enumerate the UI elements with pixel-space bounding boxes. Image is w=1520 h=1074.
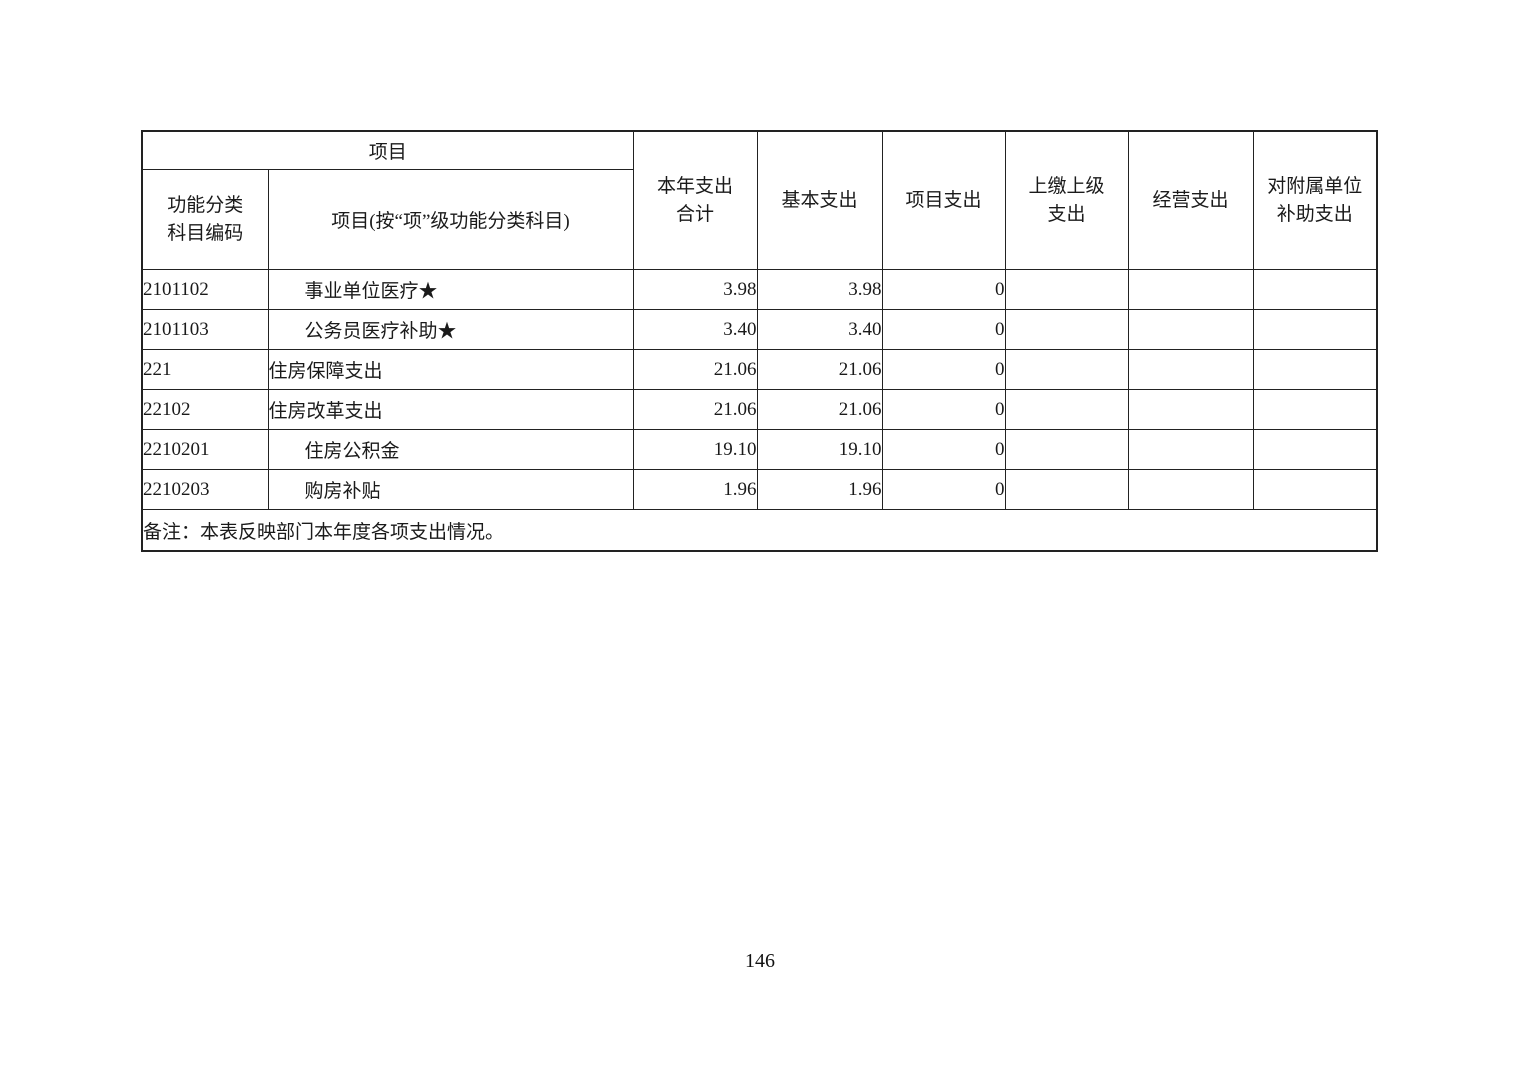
cell-affiliate	[1252, 389, 1378, 430]
cell-operating	[1127, 389, 1254, 430]
cell-operating	[1127, 469, 1254, 510]
cell-code: 22102	[141, 389, 269, 430]
cell-year-total: 19.10	[632, 429, 758, 470]
table-row: 2101103 公务员医疗补助★ 3.40 3.40 0	[141, 309, 1378, 350]
remark-text: 备注：本表反映部门本年度各项支出情况。	[141, 509, 1378, 552]
cell-affiliate	[1252, 349, 1378, 390]
table-row: 2101102 事业单位医疗★ 3.98 3.98 0	[141, 269, 1378, 310]
cell-item-name: 住房保障支出	[267, 349, 634, 390]
cell-code: 2210203	[141, 469, 269, 510]
page-number: 146	[745, 950, 775, 972]
cell-project: 0	[881, 429, 1006, 470]
cell-item-name: 住房改革支出	[267, 389, 634, 430]
header-cell-affiliate-subsidy: 对附属单位 补助支出	[1252, 130, 1378, 270]
cell-item-name: 事业单位医疗★	[267, 269, 634, 310]
cell-operating	[1127, 269, 1254, 310]
cell-upper-level	[1004, 389, 1129, 430]
cell-upper-level	[1004, 349, 1129, 390]
cell-year-total: 21.06	[632, 389, 758, 430]
expenditure-table: 项目 本年支出 合计 基本支出 项目支出 上缴上级 支出 经营支出 对附属单位 …	[141, 130, 1379, 552]
header-cell-basic-expenditure: 基本支出	[756, 130, 883, 270]
cell-affiliate	[1252, 309, 1378, 350]
cell-item-name: 住房公积金	[267, 429, 634, 470]
cell-upper-level	[1004, 469, 1129, 510]
cell-operating	[1127, 429, 1254, 470]
cell-project: 0	[881, 469, 1006, 510]
table-header-row-sub: 功能分类 科目编码 项目(按“项”级功能分类科目)	[141, 169, 1377, 270]
cell-basic: 3.98	[756, 269, 883, 310]
cell-project: 0	[881, 269, 1006, 310]
table-row: 221 住房保障支出 21.06 21.06 0	[141, 349, 1378, 390]
cell-year-total: 1.96	[632, 469, 758, 510]
header-cell-upper-level: 上缴上级 支出	[1004, 130, 1129, 270]
cell-code: 2101102	[141, 269, 269, 310]
cell-code: 2210201	[141, 429, 269, 470]
cell-affiliate	[1252, 469, 1378, 510]
header-cell-project-expenditure: 项目支出	[881, 130, 1006, 270]
cell-year-total: 21.06	[632, 349, 758, 390]
cell-basic: 3.40	[756, 309, 883, 350]
header-cell-operating: 经营支出	[1127, 130, 1254, 270]
cell-code: 2101103	[141, 309, 269, 350]
remark-row: 备注：本表反映部门本年度各项支出情况。	[141, 509, 1378, 552]
header-cell-year-total: 本年支出 合计	[632, 130, 758, 270]
cell-project: 0	[881, 349, 1006, 390]
cell-operating	[1127, 349, 1254, 390]
cell-upper-level	[1004, 429, 1129, 470]
cell-basic: 21.06	[756, 389, 883, 430]
cell-item-name: 公务员医疗补助★	[267, 309, 634, 350]
cell-upper-level	[1004, 309, 1129, 350]
header-cell-item-name: 项目(按“项”级功能分类科目)	[267, 169, 634, 270]
cell-operating	[1127, 309, 1254, 350]
cell-affiliate	[1252, 429, 1378, 470]
cell-upper-level	[1004, 269, 1129, 310]
cell-basic: 21.06	[756, 349, 883, 390]
cell-project: 0	[881, 309, 1006, 350]
table-row: 2210201 住房公积金 19.10 19.10 0	[141, 429, 1378, 470]
table-row: 2210203 购房补贴 1.96 1.96 0	[141, 469, 1378, 510]
header-cell-project-group: 项目	[141, 130, 634, 170]
cell-code: 221	[141, 349, 269, 390]
cell-project: 0	[881, 389, 1006, 430]
cell-basic: 19.10	[756, 429, 883, 470]
table-row: 22102 住房改革支出 21.06 21.06 0	[141, 389, 1378, 430]
cell-year-total: 3.40	[632, 309, 758, 350]
header-cell-function-code: 功能分类 科目编码	[141, 169, 269, 270]
cell-basic: 1.96	[756, 469, 883, 510]
cell-item-name: 购房补贴	[267, 469, 634, 510]
cell-affiliate	[1252, 269, 1378, 310]
cell-year-total: 3.98	[632, 269, 758, 310]
table-header-row-top: 项目 本年支出 合计 基本支出 项目支出 上缴上级 支出 经营支出 对附属单位 …	[141, 130, 1378, 270]
